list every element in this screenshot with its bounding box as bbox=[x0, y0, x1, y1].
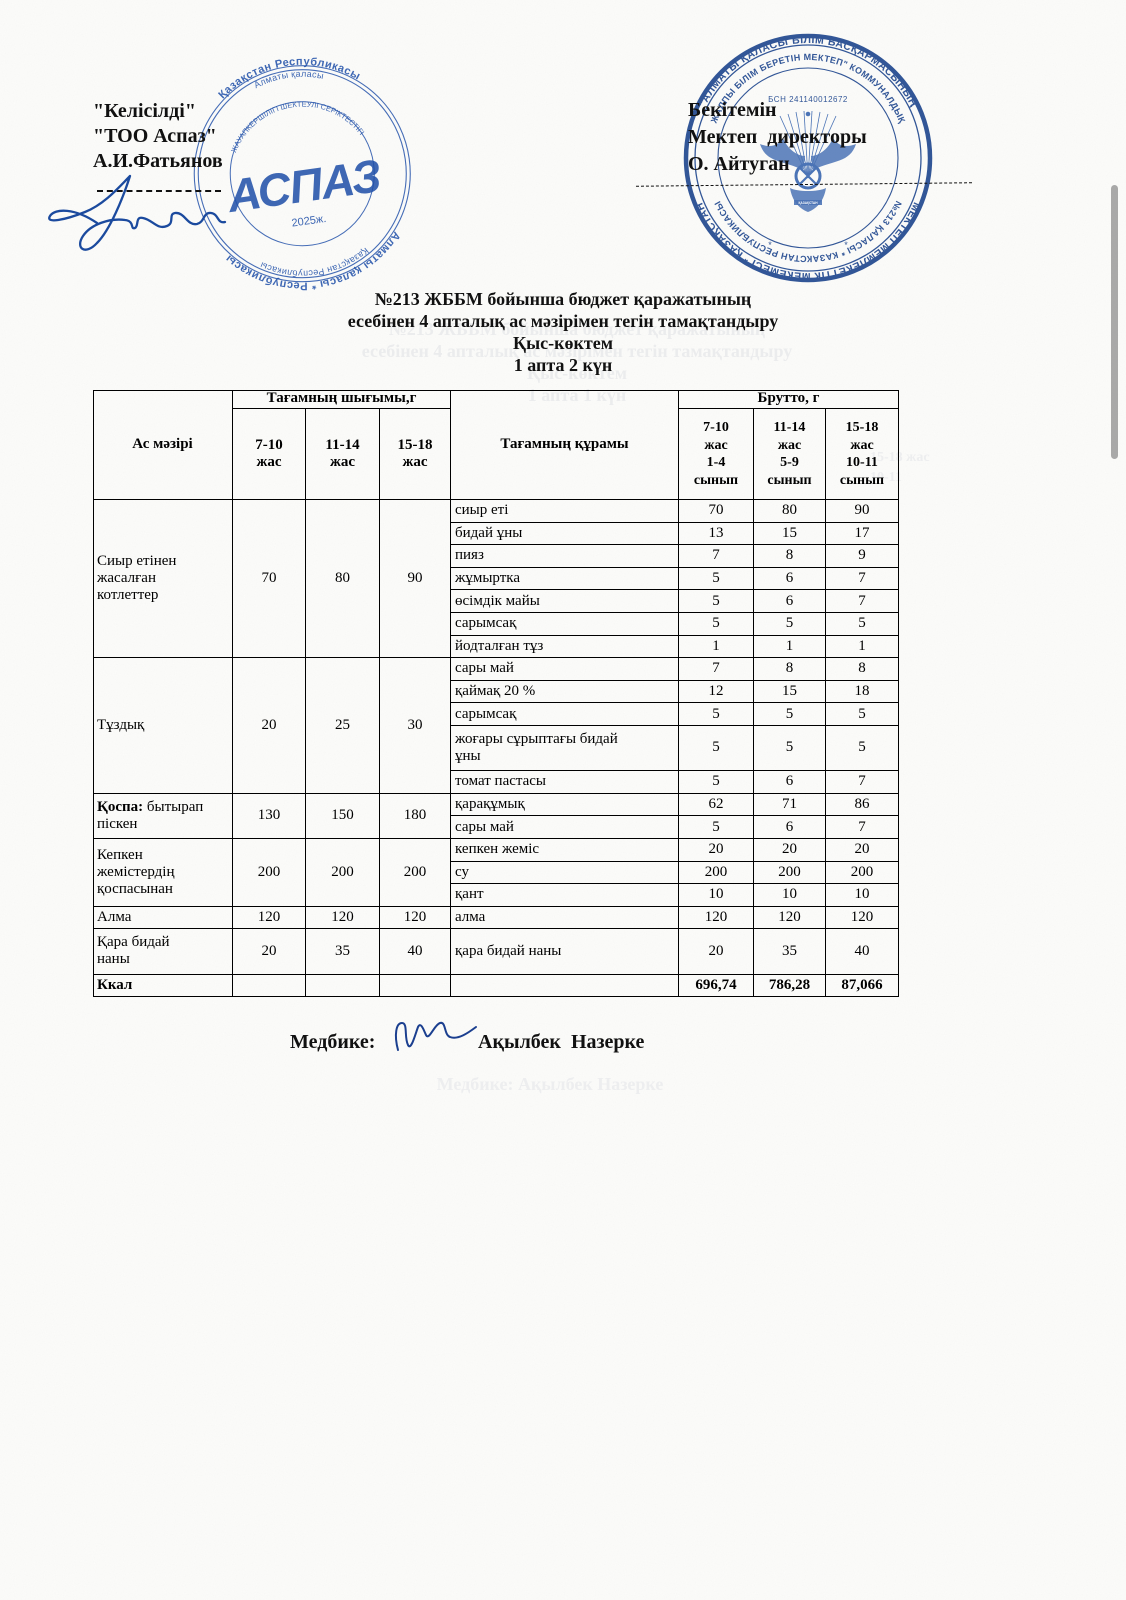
svg-text:*: * bbox=[844, 240, 848, 250]
svg-text:2025ж.: 2025ж. bbox=[291, 213, 327, 230]
svg-text:ЖАУАПКЕРШІЛІГІ ШЕКТЕУЛІ СЕРІКТ: ЖАУАПКЕРШІЛІГІ ШЕКТЕУЛІ СЕРІКТЕСТІГІ bbox=[223, 91, 366, 155]
svg-text:*: * bbox=[768, 240, 772, 250]
svg-text:ҚАЗАҚСТАН: ҚАЗАҚСТАН bbox=[798, 201, 818, 205]
